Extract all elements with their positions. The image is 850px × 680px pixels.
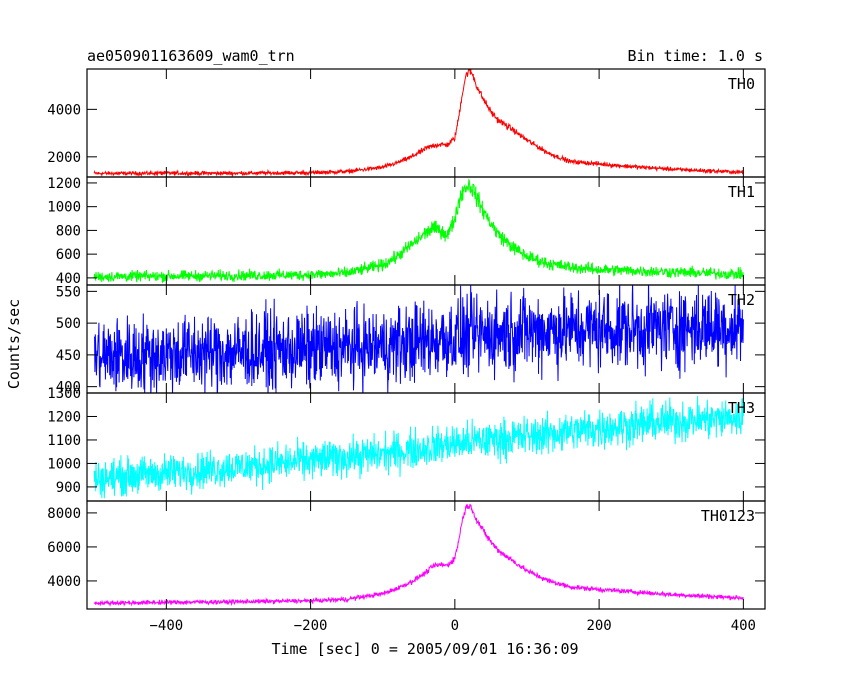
y-axis-label: Counts/sec: [5, 299, 23, 389]
y-tick-label-th1-0: 400: [56, 271, 81, 287]
y-tick-label-th1-3: 1000: [47, 200, 81, 216]
x-tick-label-3: 200: [586, 618, 611, 634]
y-tick-label-th3-3: 1200: [47, 409, 81, 425]
y-tick-label-th0-0: 2000: [47, 150, 81, 166]
y-tick-label-th0123-0: 4000: [47, 574, 81, 590]
y-tick-label-th1-1: 600: [56, 247, 81, 263]
y-tick-label-th1-2: 800: [56, 223, 81, 239]
y-tick-label-th2-1: 450: [56, 348, 81, 364]
series-line-th0123: [93, 503, 744, 608]
panel-frame-th0: [86, 68, 766, 178]
y-tick-label-th2-3: 550: [56, 284, 81, 300]
y-tick-label-th3-2: 1100: [47, 433, 81, 449]
x-tick-label-1: −200: [294, 618, 328, 634]
x-tick-label-4: 400: [731, 618, 756, 634]
series-line-th0: [93, 69, 744, 177]
y-tick-label-th3-0: 900: [56, 480, 81, 496]
series-line-th3: [93, 396, 744, 499]
y-tick-label-th0123-1: 6000: [47, 540, 81, 556]
series-line-th2: [93, 285, 744, 393]
chart-title: ae050901163609_wam0_trn: [87, 47, 295, 65]
y-tick-label-th3-1: 1000: [47, 456, 81, 472]
bin-time-label: Bin time: 1.0 s: [628, 47, 763, 65]
x-tick-label-2: 0: [451, 618, 459, 634]
y-tick-label-th3-4: 1300: [47, 386, 81, 402]
panel-label-th1: TH1: [728, 183, 755, 201]
panel-label-th0123: TH0123: [701, 507, 755, 525]
panels-group: TH020004000TH140060080010001200TH2400450…: [47, 68, 766, 634]
panel-frame-th0123: [86, 500, 766, 610]
x-tick-label-0: −400: [149, 618, 183, 634]
y-tick-label-th0-1: 4000: [47, 102, 81, 118]
y-tick-label-th0123-2: 8000: [47, 506, 81, 522]
y-tick-label-th2-0: 400: [56, 380, 81, 396]
series-line-th1: [93, 178, 744, 284]
y-tick-label-th1-4: 1200: [47, 176, 81, 192]
panel-label-th2: TH2: [728, 291, 755, 309]
y-tick-label-th2-2: 500: [56, 316, 81, 332]
panel-label-th3: TH3: [728, 399, 755, 417]
panel-label-th0: TH0: [728, 75, 755, 93]
x-axis-label: Time [sec] 0 = 2005/09/01 16:36:09: [271, 640, 578, 658]
